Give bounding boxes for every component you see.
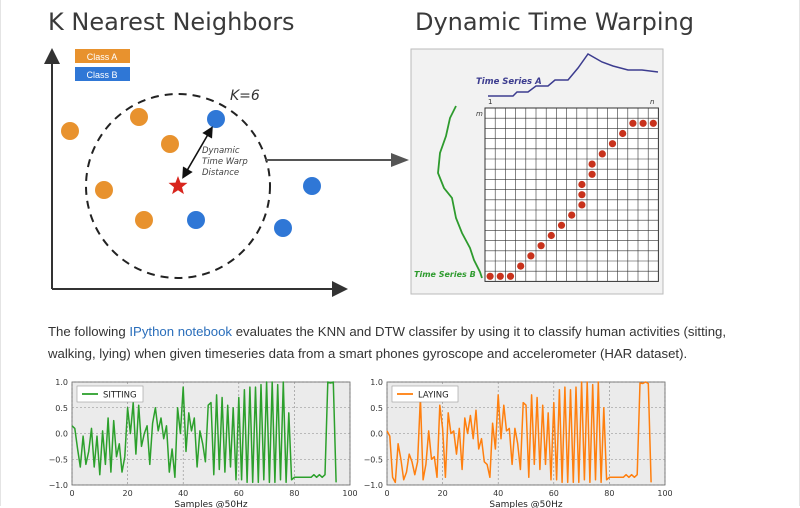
class-a-label: Class A [87,52,118,62]
distance-arrow [182,126,213,179]
warp-path-point [619,129,627,138]
class-b-points [187,110,321,237]
y-tick-label: 0.5 [370,404,383,413]
y-tick-label: −0.5 [49,455,68,464]
class-a-swatch [75,49,130,63]
warp-path-point [578,180,586,189]
sitting-chart: 0 20 40 60 80 100 1.0 0.5 0.0 −0.5 −1.0 Samples @50… [49,378,358,508]
class-b-point [274,219,292,237]
warp-path-point [486,272,494,280]
class-a-point [130,108,148,126]
class-a-point [161,135,179,153]
y-tick-label: −1.0 [49,481,68,490]
class-b-point [187,211,205,229]
y-tick-label: 1.0 [55,378,68,387]
warp-path-point [588,170,596,178]
x-tick-label: 20 [123,489,133,498]
x-tick-label: 0 [384,489,389,498]
y-tick-label: −1.0 [364,481,383,490]
y-tick-label: 0.5 [55,404,68,413]
x-tick-label: 40 [493,489,503,498]
y-tick-label: −0.5 [364,455,383,464]
knn-title: K Nearest Neighbors [48,8,295,36]
description-intro: The following [48,324,130,339]
warp-path-point [608,140,617,148]
y-tick-label: 1.0 [370,378,383,387]
dtw-diagram: Time Series A 1 n m Time Series B [410,48,664,295]
x-tick-label: 40 [178,489,188,498]
warp-path-point [649,119,657,127]
y-tick-label: 0.0 [370,430,383,439]
warp-path-point [547,231,555,240]
arrow-head-icon [391,153,409,167]
query-star-icon [168,176,188,195]
warp-path-point [537,242,545,250]
series-line [71,381,337,484]
series-line [386,381,652,484]
class-b-label: Class B [86,70,117,80]
chart-legend: SITTING [76,385,144,403]
x-tick-label: 100 [657,489,672,498]
legend-label: SITTING [103,391,137,401]
class-b-legend: Class B [75,67,130,81]
x-tick-label: 80 [604,489,614,498]
x-tick-label: 20 [438,489,448,498]
class-b-point [303,177,321,195]
legend-box [391,385,459,403]
x-tick-label: 0 [69,489,74,498]
warp-path-point [578,201,586,209]
distance-label: Dynamic Time Warp Distance [202,146,251,178]
warp-path-point [629,119,637,127]
class-b-point [207,110,225,128]
class-a-legend: Class A [75,49,130,63]
matrix-background [484,107,659,282]
index-m-label: m [476,110,483,118]
x-tick-label: 100 [342,489,357,498]
x-tick-label: 60 [549,489,559,498]
warp-path-point [506,272,515,280]
class-a-points [61,108,179,229]
ipython-notebook-link[interactable]: IPython notebook [129,324,233,339]
knn-diagram: Class A Class B K=6 Dynamic Time Warp Di… [44,48,348,297]
series-a-line [488,53,659,97]
series-b-label: Time Series B [414,270,476,279]
warp-path-point [568,211,576,219]
x-tick-label: 60 [234,489,244,498]
laying-chart: 0 20 40 60 80 100 1.0 0.5 0.0 −0.5 −1.0 Samples @50… [364,378,673,508]
x-axis-label: Samples @50Hz [489,500,563,508]
class-a-point [61,122,79,140]
description-body: evaluates the KNN and DTW classifer by u… [48,324,727,361]
dtw-warp-path [486,119,657,280]
series-a-label: Time Series A [476,77,542,87]
legend-box [76,385,144,403]
warp-path-point [588,160,596,168]
index-1-label: 1 [488,98,492,106]
chart-legend: LAYING [391,385,459,403]
dtw-title: Dynamic Time Warping [415,8,694,36]
warp-path-point [517,262,525,270]
warp-path-point [578,191,586,199]
warp-path-point [598,150,606,158]
warp-path-point [557,221,566,229]
class-a-point [135,211,153,229]
y-tick-label: 0.0 [55,430,68,439]
x-tick-label: 80 [289,489,299,498]
k-radius-circle [85,93,271,279]
class-a-point [95,181,113,199]
legend-label: LAYING [418,391,449,401]
index-n-label: n [650,98,654,106]
k-label: K=6 [230,88,260,104]
warp-path-point [527,252,535,260]
x-axis-label: Samples @50Hz [174,500,248,508]
description-paragraph: The following IPython notebook evaluates… [48,321,768,365]
dtw-cost-matrix [484,107,659,282]
warp-path-point [639,119,647,127]
connecting-arrow [265,153,409,167]
class-b-swatch [75,67,130,81]
warp-path-point [496,272,504,280]
series-b-line [437,105,483,279]
